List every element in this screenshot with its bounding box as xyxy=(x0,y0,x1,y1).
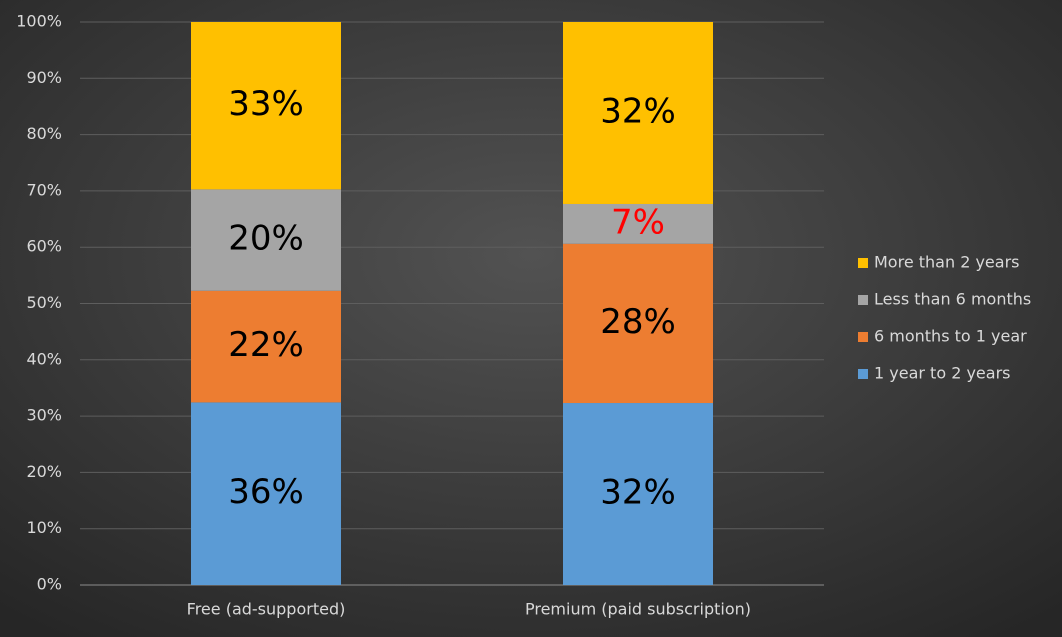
bar-segment xyxy=(563,243,713,404)
legend-swatch xyxy=(858,332,868,342)
y-tick-label: 10% xyxy=(26,518,62,537)
y-tick-label: 70% xyxy=(26,180,62,199)
data-label: 32% xyxy=(600,91,676,131)
data-label: 28% xyxy=(600,302,676,342)
bar-segment xyxy=(191,22,341,190)
y-tick-label: 80% xyxy=(26,124,62,143)
legend-swatch xyxy=(858,295,868,305)
y-tick-label: 60% xyxy=(26,237,62,256)
data-label: 36% xyxy=(228,472,304,512)
bar-segment xyxy=(563,403,713,585)
y-tick-label: 50% xyxy=(26,293,62,312)
legend-swatch xyxy=(858,258,868,268)
bar-segment xyxy=(563,22,713,204)
data-label: 22% xyxy=(228,325,304,365)
y-tick-label: 100% xyxy=(16,12,62,31)
bar-segment xyxy=(191,290,341,403)
legend-label: Less than 6 months xyxy=(874,290,1031,309)
data-label: 32% xyxy=(600,473,676,513)
legend-label: More than 2 years xyxy=(874,253,1020,272)
x-tick-label: Free (ad-supported) xyxy=(187,600,346,619)
legend-label: 1 year to 2 years xyxy=(874,364,1011,383)
bar-segment xyxy=(191,189,341,291)
data-label: 33% xyxy=(228,84,304,124)
bar-segment xyxy=(191,402,341,585)
y-tick-label: 20% xyxy=(26,462,62,481)
x-tick-label: Premium (paid subscription) xyxy=(525,600,751,619)
data-label: 7% xyxy=(611,202,665,242)
legend-swatch xyxy=(858,369,868,379)
legend-label: 6 months to 1 year xyxy=(874,327,1027,346)
data-label: 20% xyxy=(228,219,304,259)
y-tick-label: 40% xyxy=(26,349,62,368)
bar-segment xyxy=(563,203,713,244)
y-tick-label: 90% xyxy=(26,68,62,87)
y-tick-label: 0% xyxy=(37,575,62,594)
y-tick-label: 30% xyxy=(26,406,62,425)
